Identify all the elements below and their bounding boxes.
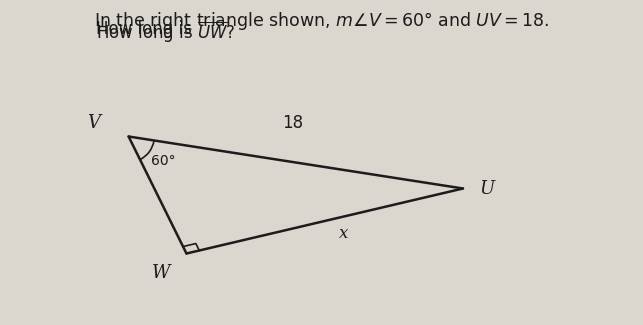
Text: W: W xyxy=(152,264,170,282)
Text: V: V xyxy=(87,114,100,133)
Text: How long is: How long is xyxy=(96,20,197,37)
Text: How long is $\overline{UW}$?: How long is $\overline{UW}$? xyxy=(96,20,236,45)
Text: In the right triangle shown, $m\angle V = 60°$ and $UV = 18$.: In the right triangle shown, $m\angle V … xyxy=(94,10,549,32)
Text: x: x xyxy=(340,226,349,242)
Text: 18: 18 xyxy=(282,114,303,133)
Text: 60°: 60° xyxy=(151,154,176,168)
Text: U: U xyxy=(479,179,494,198)
